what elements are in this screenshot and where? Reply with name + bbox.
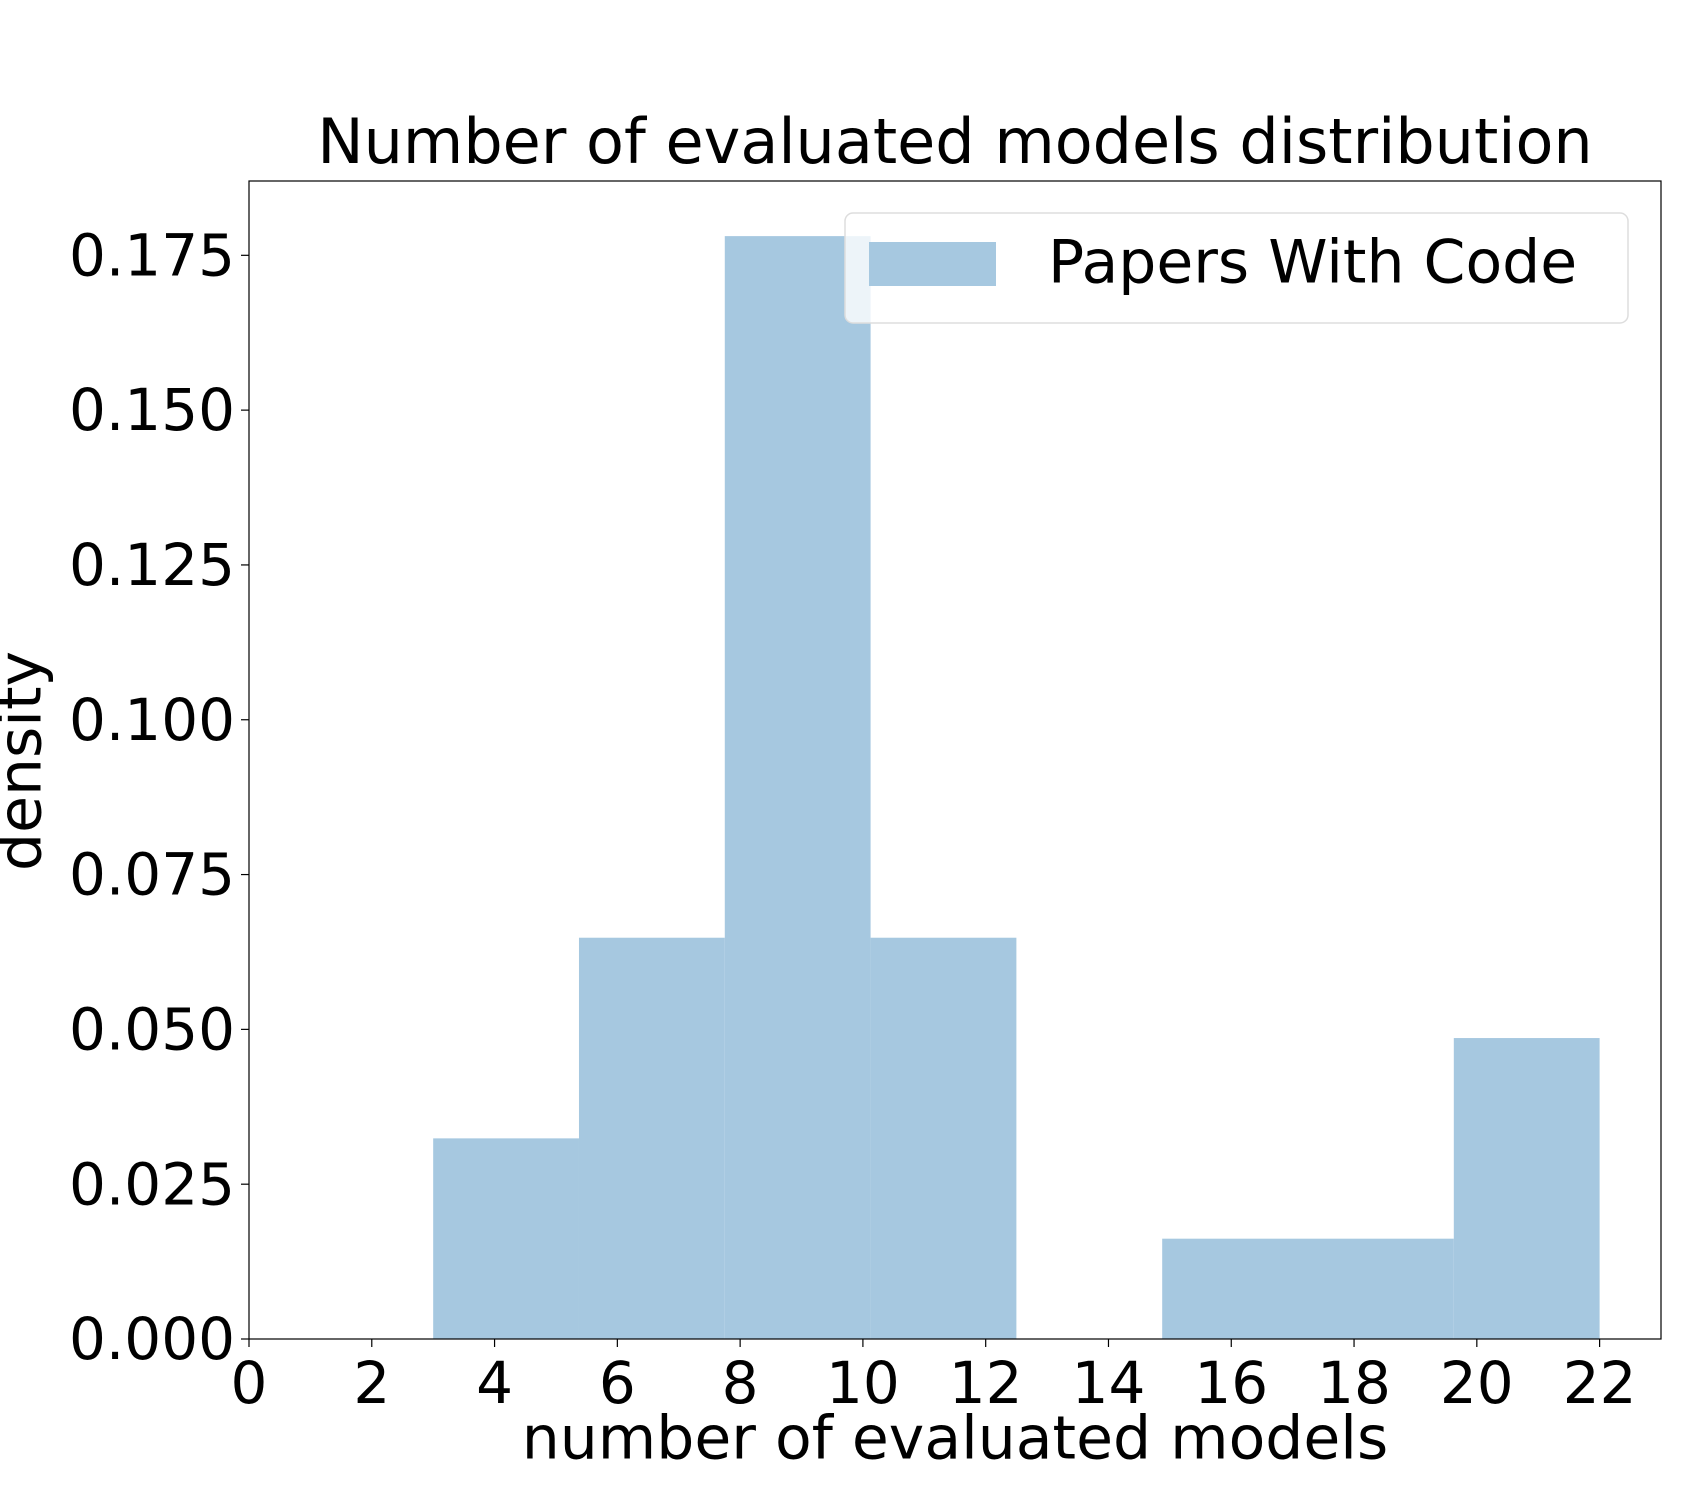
legend-label: Papers With Code [1048,228,1577,298]
x-tick-label: 0 [231,1349,268,1417]
y-tick-label: 0.100 [69,686,235,754]
x-tick-label: 10 [826,1349,900,1417]
legend-swatch [869,242,996,286]
y-tick-label: 0.025 [69,1150,235,1218]
y-tick-label: 0.075 [69,841,235,909]
bar [724,236,871,1339]
y-tick-label: 0.050 [69,995,235,1063]
legend-box [844,212,1629,324]
bar [1162,1238,1308,1339]
x-tick-label: 12 [949,1349,1023,1417]
chart-title: Number of evaluated models distribution [317,105,1592,178]
x-tick-label: 16 [1194,1349,1268,1417]
y-tick-label: 0.150 [69,376,235,444]
x-axis-label: number of evaluated models [522,1404,1388,1474]
y-tick-label: 0.125 [69,531,235,599]
x-tick-label: 4 [476,1349,513,1417]
y-tick-label: 0.175 [69,221,235,289]
x-tick-label: 20 [1440,1349,1514,1417]
x-tick-label: 14 [1072,1349,1146,1417]
bar [433,1138,579,1339]
bar [870,937,1017,1339]
bar [1453,1038,1600,1339]
x-tick-label: 8 [722,1349,759,1417]
y-axis-label: density [0,651,56,871]
y-tick-label: 0.000 [69,1305,235,1373]
x-tick-label: 22 [1563,1349,1637,1417]
bar [1308,1238,1454,1339]
x-tick-label: 18 [1317,1349,1391,1417]
plot-frame [248,180,1662,1340]
x-tick-label: 6 [599,1349,636,1417]
x-tick-label: 2 [353,1349,390,1417]
bar [578,937,725,1339]
